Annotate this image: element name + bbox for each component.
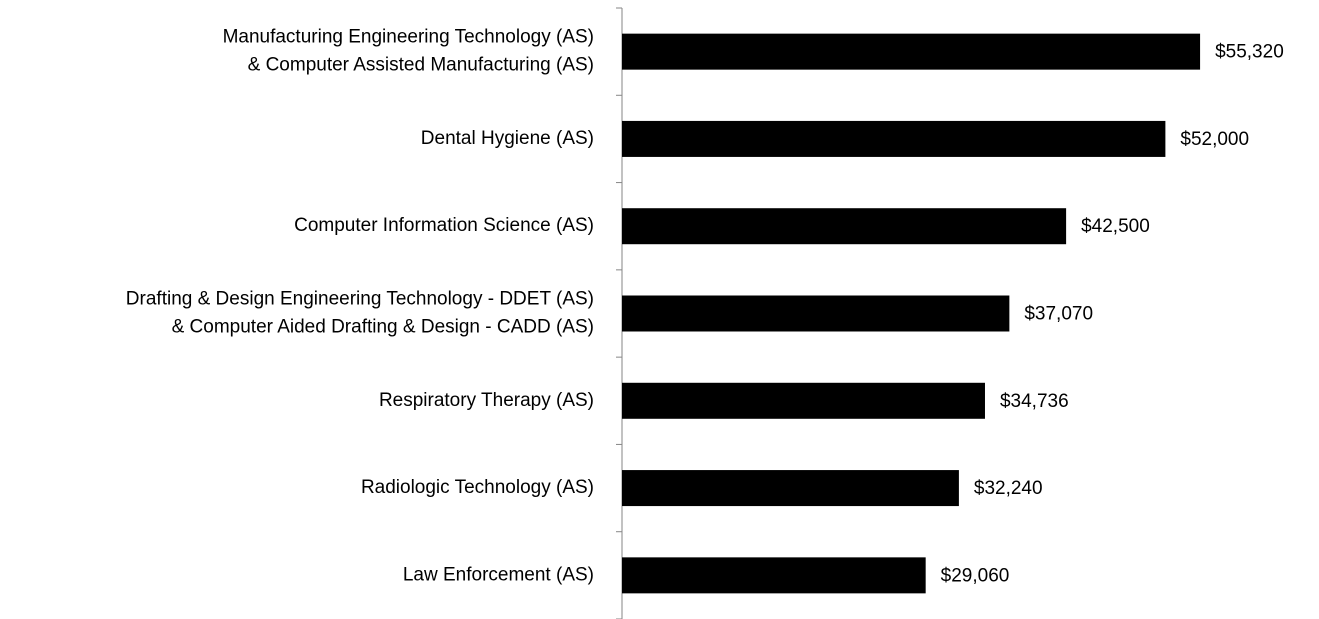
category-label: Radiologic Technology (AS) bbox=[361, 477, 594, 498]
value-label: $55,320 bbox=[1215, 42, 1284, 63]
bar bbox=[622, 295, 1010, 332]
bar bbox=[622, 120, 1166, 157]
value-label: $29,060 bbox=[941, 565, 1010, 586]
value-label: $34,736 bbox=[1000, 391, 1069, 412]
bar bbox=[622, 557, 926, 594]
bar bbox=[622, 470, 959, 507]
category-label: Dental Hygiene (AS) bbox=[421, 128, 594, 149]
category-label: Respiratory Therapy (AS) bbox=[379, 390, 594, 411]
bar bbox=[622, 208, 1067, 245]
bar bbox=[622, 382, 985, 419]
category-label: Law Enforcement (AS) bbox=[403, 564, 594, 585]
category-label: & Computer Aided Drafting & Design - CAD… bbox=[172, 317, 594, 338]
category-label: & Computer Assisted Manufacturing (AS) bbox=[248, 55, 594, 76]
category-label: Manufacturing Engineering Technology (AS… bbox=[223, 27, 594, 48]
value-label: $42,500 bbox=[1081, 216, 1150, 237]
category-label: Drafting & Design Engineering Technology… bbox=[126, 289, 594, 310]
bar bbox=[622, 33, 1201, 70]
value-label: $37,070 bbox=[1024, 304, 1093, 325]
value-label: $32,240 bbox=[974, 478, 1043, 499]
category-label: Computer Information Science (AS) bbox=[294, 215, 594, 236]
value-label: $52,000 bbox=[1180, 129, 1249, 150]
